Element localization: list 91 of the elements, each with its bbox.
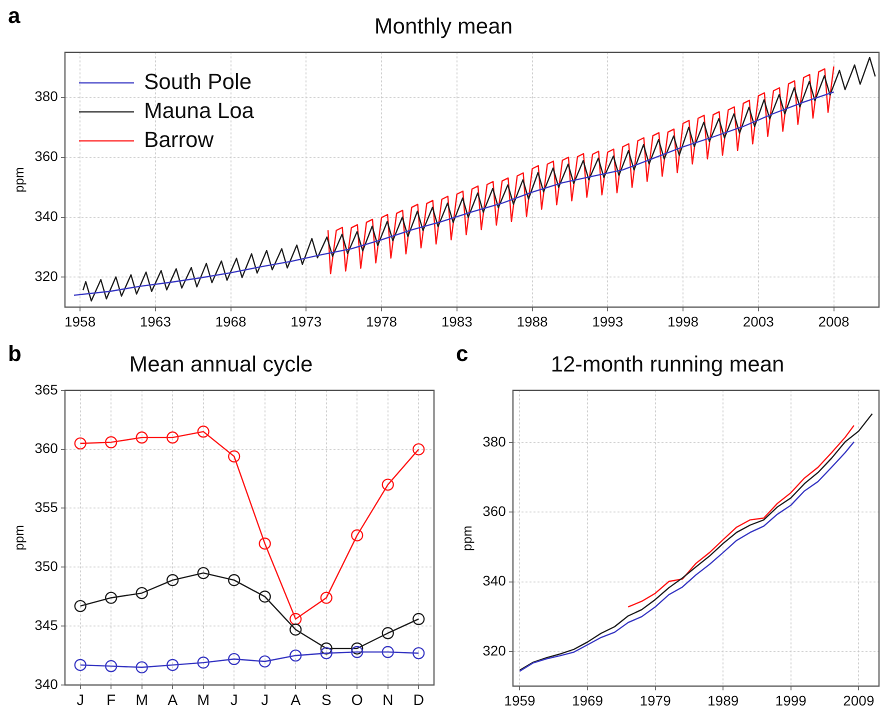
- y-tick-label: 320: [34, 268, 58, 284]
- point: [74, 658, 86, 672]
- point: [197, 566, 210, 580]
- x-tick-label: J: [261, 692, 269, 710]
- y-axis-title: ppm: [11, 525, 26, 550]
- y-tick-label: 380: [34, 88, 58, 104]
- x-tick-label: 1969: [572, 692, 604, 708]
- text: c: [456, 341, 468, 366]
- text: a: [8, 3, 21, 28]
- chart-title: Mean annual cycle: [129, 351, 313, 376]
- x-tick-label: N: [382, 692, 394, 710]
- chart-title: Monthly mean: [374, 13, 513, 38]
- point: [382, 478, 394, 491]
- y-tick-label: 350: [34, 558, 58, 574]
- y-tick-label: 345: [34, 616, 58, 633]
- x-tick-label: 1988: [516, 313, 548, 330]
- point: [382, 646, 394, 658]
- point: [320, 592, 332, 604]
- point: [166, 658, 179, 672]
- point: [258, 655, 271, 668]
- x-tick-label: 1958: [64, 313, 96, 330]
- point: [290, 649, 302, 662]
- point: [258, 590, 271, 603]
- point: [351, 642, 364, 655]
- x-tick-label: 2003: [742, 313, 774, 330]
- y-tick-label: 340: [34, 676, 58, 692]
- x-tick-label: A: [290, 692, 301, 710]
- y-tick-label: 360: [34, 148, 58, 164]
- point: [412, 443, 425, 456]
- x-tick-label: J: [76, 692, 84, 710]
- x-tick-label: 1979: [640, 692, 672, 708]
- y-tick-label: 355: [34, 499, 58, 516]
- y-tick-label: 380: [482, 433, 506, 450]
- point: [382, 627, 394, 640]
- point: [412, 612, 425, 626]
- x-tick-label: 1983: [441, 313, 473, 330]
- point: [290, 612, 302, 626]
- x-tick-label: M: [197, 692, 210, 710]
- point: [166, 431, 179, 444]
- y-axis-title: ppm: [11, 167, 26, 192]
- x-tick-label: 1968: [215, 313, 247, 330]
- point: [258, 537, 271, 550]
- x-tick-label: 1993: [592, 313, 624, 330]
- x-tick-label: A: [168, 692, 178, 710]
- point: [228, 450, 240, 462]
- point: [197, 426, 210, 438]
- point: [228, 652, 240, 666]
- point: [104, 436, 118, 448]
- point: [320, 647, 332, 660]
- point: [166, 574, 179, 586]
- y-tick-label: 340: [34, 208, 58, 224]
- x-tick-label: 1989: [708, 692, 739, 708]
- x-tick-label: 1999: [775, 692, 807, 708]
- point: [320, 642, 332, 655]
- x-tick-label: 1959: [504, 692, 536, 708]
- point: [351, 646, 364, 658]
- point: [136, 431, 148, 444]
- chart-title: 12-month running mean: [550, 351, 784, 376]
- y-tick-label: 365: [34, 381, 58, 398]
- point: [136, 586, 148, 600]
- x-tick-label: 1963: [140, 313, 172, 330]
- legend-label: Mauna Loa: [144, 98, 255, 123]
- point: [136, 661, 148, 674]
- point: [74, 600, 86, 612]
- point: [351, 529, 364, 542]
- text: b: [8, 341, 22, 366]
- point: [104, 592, 118, 604]
- point: [104, 660, 118, 672]
- x-tick-label: 1998: [667, 313, 699, 330]
- x-tick-label: D: [413, 692, 424, 710]
- y-tick-label: 360: [34, 440, 58, 456]
- y-tick-label: 360: [482, 503, 506, 520]
- x-tick-label: 1973: [290, 313, 322, 330]
- point: [412, 647, 425, 660]
- x-tick-label: M: [136, 692, 148, 710]
- x-tick-label: 1978: [366, 313, 398, 330]
- x-tick-label: F: [106, 692, 116, 710]
- point: [290, 624, 302, 636]
- point: [228, 574, 240, 586]
- x-tick-label: 2009: [843, 692, 874, 708]
- y-tick-label: 320: [482, 642, 506, 658]
- y-axis-title: ppm: [459, 526, 474, 551]
- x-tick-label: S: [321, 692, 332, 710]
- point: [197, 656, 210, 669]
- x-tick-label: J: [230, 692, 238, 710]
- x-tick-label: O: [351, 692, 363, 710]
- legend-label: South Pole: [144, 68, 252, 94]
- point: [74, 437, 86, 450]
- legend-label: Barrow: [144, 126, 214, 152]
- x-tick-label: 2008: [818, 313, 850, 330]
- y-tick-label: 340: [482, 572, 506, 589]
